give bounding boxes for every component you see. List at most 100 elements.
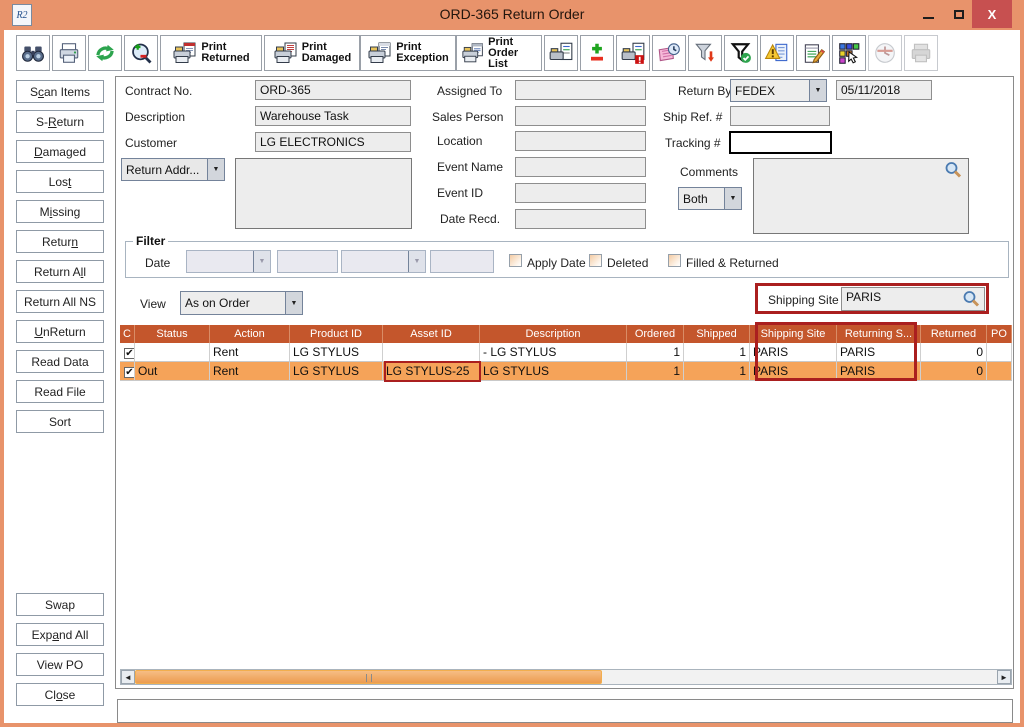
return-addr-dropdown[interactable]: Return Addr... ▼ xyxy=(121,158,225,181)
return-by-dropdown[interactable]: FEDEX ▼ xyxy=(730,79,827,102)
sidebar-button-return[interactable]: Retur n xyxy=(16,230,104,253)
print-button[interactable] xyxy=(52,35,86,71)
notes-history-button[interactable] xyxy=(652,35,686,71)
column-header-returning_site[interactable]: Returning S... xyxy=(837,325,921,343)
scan-list-button[interactable] xyxy=(544,35,578,71)
clock-button[interactable] xyxy=(868,35,902,71)
contract-no-field[interactable]: ORD-365 xyxy=(255,80,411,100)
sidebar-button-lost[interactable]: Los t xyxy=(16,170,104,193)
exception-report-button[interactable] xyxy=(760,35,794,71)
cell-asset_id xyxy=(383,343,480,361)
column-header-status[interactable]: Status xyxy=(135,325,210,343)
sidebar-button-return-all-ns[interactable]: Return All NS xyxy=(16,290,104,313)
chevron-down-icon: ▼ xyxy=(809,80,826,101)
zoom-button[interactable] xyxy=(124,35,158,71)
event-id-field[interactable] xyxy=(515,183,646,203)
deleted-checkbox[interactable] xyxy=(589,254,602,267)
return-address-textarea[interactable] xyxy=(235,158,412,229)
column-header-action[interactable]: Action xyxy=(210,325,290,343)
horizontal-scrollbar[interactable]: ◄ ► xyxy=(120,669,1012,685)
print-returned-label-2: Returned xyxy=(201,52,250,64)
scrollbar-thumb[interactable] xyxy=(135,670,602,684)
scroll-left-button[interactable]: ◄ xyxy=(121,670,135,684)
column-header-asset_id[interactable]: Asset ID xyxy=(383,325,480,343)
customer-field[interactable]: LG ELECTRONICS xyxy=(255,132,411,152)
apply-date-checkbox[interactable] xyxy=(509,254,522,267)
shipping-site-field[interactable]: PARIS xyxy=(841,287,985,311)
cell-ordered: 1 xyxy=(627,343,684,361)
filter-apply-button[interactable] xyxy=(688,35,722,71)
assigned-to-field[interactable] xyxy=(515,80,646,100)
shipping-site-search-icon[interactable] xyxy=(962,290,980,308)
chevron-down-icon: ▼ xyxy=(207,159,224,180)
maximize-button[interactable] xyxy=(944,0,974,28)
print-grey-button[interactable] xyxy=(904,35,938,71)
sidebar-button-close[interactable]: Cl o se xyxy=(16,683,104,706)
layout-grid-button[interactable] xyxy=(832,35,866,71)
scan-list-alert-button[interactable] xyxy=(616,35,650,71)
cell-status: Out xyxy=(135,362,210,380)
print-returned-button[interactable]: Print Returned xyxy=(160,35,262,71)
sidebar-button-read-data[interactable]: Read Data xyxy=(16,350,104,373)
tracking-label: Tracking # xyxy=(665,136,721,150)
table-row[interactable]: ✔ Rent LG STYLUS - LG STYLUS 1 1 PARIS PARIS 0 xyxy=(120,343,1012,362)
date-recd-field[interactable] xyxy=(515,209,646,229)
filter-date-type-dropdown[interactable]: ▼ xyxy=(186,250,271,273)
scrollbar-track[interactable] xyxy=(135,670,997,684)
sidebar-button-expand-all[interactable]: Exp a nd All xyxy=(16,623,104,646)
column-header-returned[interactable]: Returned xyxy=(921,325,987,343)
status-input[interactable] xyxy=(117,699,1013,723)
comments-filter-dropdown[interactable]: Both ▼ xyxy=(678,187,742,210)
comments-textarea[interactable] xyxy=(753,158,969,234)
print-order-list-button[interactable]: Print Order List xyxy=(456,35,542,71)
return-date-field[interactable]: 05/11/2018 xyxy=(836,80,932,100)
refresh-button[interactable] xyxy=(88,35,122,71)
sidebar-button-read-file[interactable]: Read File xyxy=(16,380,104,403)
description-field[interactable]: Warehouse Task xyxy=(255,106,411,126)
column-header-po[interactable]: PO xyxy=(987,325,1012,343)
sidebar-button-sort[interactable]: Sort xyxy=(16,410,104,433)
find-button[interactable] xyxy=(16,35,50,71)
filter-date-to-field[interactable] xyxy=(430,250,494,273)
filled-returned-checkbox[interactable] xyxy=(668,254,681,267)
printer-disabled-icon xyxy=(911,43,931,63)
print-report-icon xyxy=(274,42,297,63)
minimize-button[interactable] xyxy=(912,0,944,28)
print-exception-button[interactable]: Print Exception xyxy=(360,35,456,71)
close-button[interactable]: X xyxy=(972,0,1012,28)
column-header-shipping_site[interactable]: Shipping Site xyxy=(750,325,837,343)
tracking-field[interactable] xyxy=(729,131,832,154)
minimize-icon xyxy=(922,17,934,19)
column-header-product_id[interactable]: Product ID xyxy=(290,325,383,343)
table-row[interactable]: ✔ Out Rent LG STYLUS LG STYLUS-25 LG STYLUS 1 1… xyxy=(120,362,1012,381)
comments-search-icon[interactable] xyxy=(944,161,962,179)
filter-date-to-dropdown[interactable]: ▼ xyxy=(341,250,426,273)
row-checkbox[interactable]: ✔ xyxy=(124,348,134,359)
print-damaged-button[interactable]: Print Damaged xyxy=(264,35,360,71)
sidebar-button-swap[interactable]: Swap xyxy=(16,593,104,616)
event-name-field[interactable] xyxy=(515,157,646,177)
column-header-shipped[interactable]: Shipped xyxy=(684,325,750,343)
cell-asset_id: LG STYLUS-25 xyxy=(383,362,480,380)
scan-list-alert-icon xyxy=(621,42,645,64)
ship-ref-field[interactable] xyxy=(730,106,830,126)
sidebar-button-view-po[interactable]: View PO xyxy=(16,653,104,676)
scroll-right-button[interactable]: ► xyxy=(997,670,1011,684)
filter-check-button[interactable] xyxy=(724,35,758,71)
edit-notes-button[interactable] xyxy=(796,35,830,71)
sales-person-field[interactable] xyxy=(515,106,646,126)
column-header-ordered[interactable]: Ordered xyxy=(627,325,684,343)
filter-date-from-field[interactable] xyxy=(277,250,338,273)
location-field[interactable] xyxy=(515,131,646,151)
row-checkbox[interactable]: ✔ xyxy=(124,367,134,378)
column-header-c[interactable]: C xyxy=(120,325,135,343)
view-dropdown[interactable]: As on Order ▼ xyxy=(180,291,303,315)
column-header-description[interactable]: Description xyxy=(480,325,627,343)
add-remove-button[interactable] xyxy=(580,35,614,71)
